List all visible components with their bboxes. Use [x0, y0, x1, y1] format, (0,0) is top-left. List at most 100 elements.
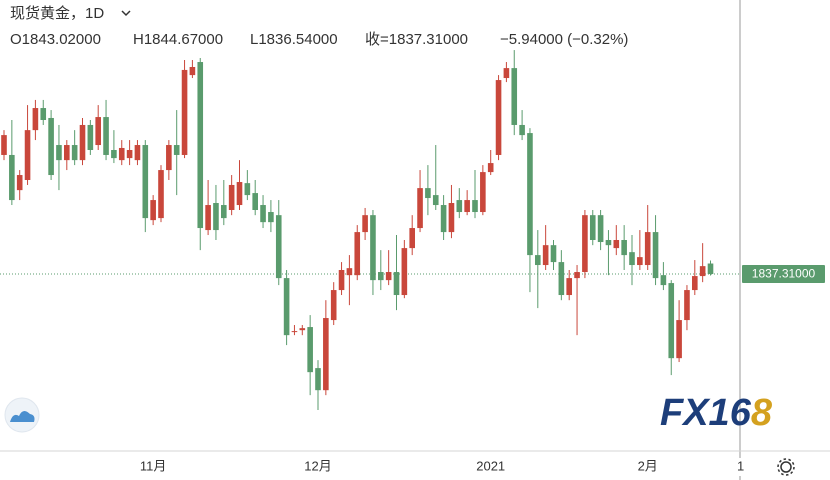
candle — [315, 360, 321, 411]
candle — [378, 250, 384, 291]
candle-body — [197, 62, 204, 229]
candle — [385, 250, 392, 286]
candle — [205, 180, 211, 236]
dropdown-chevron[interactable] — [121, 10, 131, 17]
candle — [487, 150, 494, 176]
ohlc-legend-item: −5.94000 (−0.32%) — [500, 31, 628, 48]
x-tick-label: 11月 — [140, 458, 167, 473]
candle — [56, 124, 62, 191]
candle-body — [370, 215, 376, 281]
candle-body — [338, 270, 345, 291]
gear[interactable] — [780, 461, 792, 473]
candle-body — [252, 193, 258, 210]
candle — [409, 215, 415, 256]
candle — [629, 235, 635, 286]
candle-body — [495, 80, 502, 155]
candle-body — [629, 252, 635, 266]
candle — [323, 300, 329, 396]
candle — [307, 315, 313, 396]
candle — [275, 200, 282, 286]
candle-body — [64, 145, 70, 161]
candle-body — [480, 172, 486, 213]
candle-body — [644, 232, 651, 266]
candle-body — [118, 147, 125, 161]
candle-body — [189, 66, 196, 76]
icon-shape[interactable] — [10, 410, 35, 422]
candle — [582, 210, 588, 279]
candle — [252, 180, 258, 216]
candle-body — [79, 124, 86, 161]
candle — [181, 60, 188, 159]
candle — [32, 99, 39, 141]
last-price-label: 1837.31000 — [752, 267, 816, 281]
candle-body — [660, 275, 667, 286]
candle — [9, 120, 15, 206]
candle-body — [527, 133, 533, 256]
x-tick-label: 2月 — [638, 458, 658, 473]
candle-body — [260, 205, 266, 223]
candle — [676, 300, 682, 363]
candle-body — [354, 232, 361, 276]
candle-body — [9, 154, 15, 201]
candle-body — [32, 108, 39, 131]
candle — [605, 230, 612, 276]
candle — [126, 140, 133, 166]
candle — [16, 170, 23, 201]
candle-body — [134, 145, 141, 161]
candle — [244, 170, 251, 201]
candle — [197, 57, 204, 251]
candle — [432, 145, 439, 210]
candle-body — [24, 130, 31, 180]
candle — [330, 282, 337, 326]
gear-teeth[interactable] — [777, 458, 795, 476]
candle — [464, 190, 470, 216]
candle-body — [236, 182, 243, 206]
candle-body — [362, 215, 368, 233]
candle-body — [472, 200, 478, 213]
candle — [519, 110, 525, 141]
candle — [142, 140, 149, 233]
candle-body — [605, 240, 612, 246]
candle-body — [417, 188, 423, 229]
candle-body — [566, 278, 572, 296]
candle — [472, 170, 478, 219]
candle-body — [378, 272, 384, 281]
candle-body — [676, 320, 682, 359]
candle-body — [16, 175, 23, 191]
candle — [228, 175, 235, 216]
candle — [574, 265, 580, 336]
candle — [79, 117, 86, 166]
ohlc-legend-item: O1843.02000 — [10, 31, 101, 48]
candle-body — [589, 215, 596, 240]
candle-body — [173, 145, 180, 155]
chart-title: 现货黄金，1D — [10, 5, 104, 22]
candle-body — [307, 327, 313, 373]
candle-body — [299, 328, 306, 331]
candle — [299, 325, 306, 336]
candle-body — [48, 117, 54, 176]
ohlc-legend-item: L1836.54000 — [250, 31, 338, 48]
candle — [354, 225, 361, 281]
candle — [637, 230, 643, 270]
candle — [456, 188, 463, 219]
candle-body — [558, 262, 565, 296]
candle-body — [637, 257, 643, 266]
cloud-icon[interactable] — [4, 397, 40, 433]
candle — [48, 110, 54, 180]
candle-body — [425, 188, 431, 199]
candle-body — [385, 272, 392, 281]
candle — [644, 205, 651, 270]
candle-body — [668, 283, 675, 359]
candle-body — [535, 255, 541, 266]
settings-icon[interactable] — [777, 458, 795, 476]
candle-body — [440, 205, 447, 233]
candle-body — [181, 69, 188, 155]
candle — [684, 285, 690, 331]
ohlc-legend-item: 收=1837.31000 — [365, 31, 468, 48]
candle-body — [464, 200, 470, 213]
candle — [542, 225, 549, 270]
watermark: FX168 — [660, 392, 773, 434]
candle-body — [315, 368, 321, 391]
candle — [173, 110, 180, 196]
